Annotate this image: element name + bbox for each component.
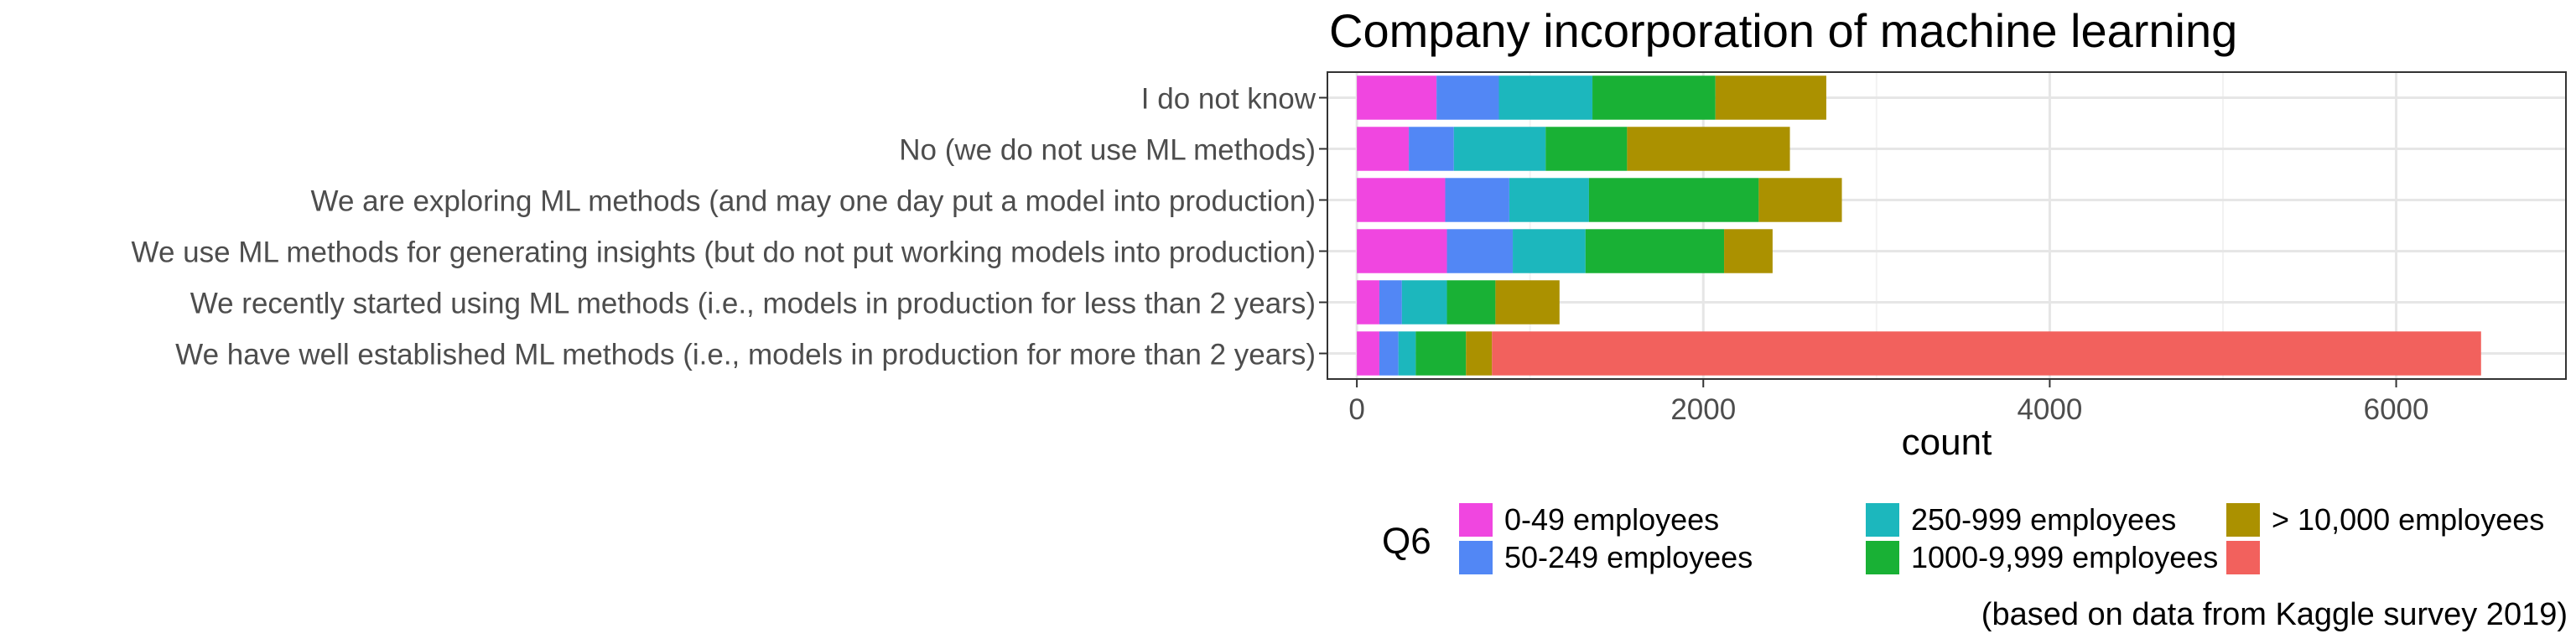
y-tick-label: We are exploring ML methods (and may one… bbox=[311, 185, 1316, 218]
bar-segment bbox=[1446, 229, 1514, 273]
y-axis-labels: I do not know No (we do not use ML method… bbox=[132, 83, 1327, 371]
legend-swatch bbox=[1459, 541, 1493, 574]
x-tick-label: 4000 bbox=[2017, 393, 2082, 426]
bar-segment bbox=[1415, 331, 1467, 376]
bar-segment bbox=[1357, 280, 1379, 325]
legend-label: > 10,000 employees bbox=[2272, 502, 2544, 537]
bar-segment bbox=[1401, 280, 1447, 325]
bar-segment bbox=[1357, 178, 1446, 222]
bar-segment bbox=[1513, 229, 1586, 273]
bar-segment bbox=[1379, 331, 1399, 376]
bar-segment bbox=[1498, 75, 1593, 120]
bar-segment bbox=[1466, 331, 1493, 376]
y-tick-label: No (we do not use ML methods) bbox=[899, 134, 1316, 167]
bar-segment bbox=[1357, 229, 1447, 273]
y-tick-label: We have well established ML methods (i.e… bbox=[175, 339, 1316, 371]
bar-segment bbox=[1724, 229, 1773, 273]
legend-swatch bbox=[1459, 503, 1493, 537]
legend-swatch bbox=[2226, 541, 2260, 574]
bar-segment bbox=[1398, 331, 1416, 376]
bar-segment bbox=[1446, 280, 1496, 325]
bar-segment bbox=[1357, 75, 1437, 120]
bar-segment bbox=[1357, 331, 1379, 376]
bar-segment bbox=[1409, 127, 1454, 171]
bar-segment bbox=[1436, 75, 1499, 120]
x-axis-labels: 0 2000 4000 6000 bbox=[1348, 379, 2428, 426]
legend-swatch bbox=[2226, 503, 2260, 537]
bar-segment bbox=[1453, 127, 1546, 171]
bar-segment bbox=[1715, 75, 1826, 120]
bar-segment bbox=[1545, 127, 1628, 171]
bar-segment bbox=[1492, 331, 2481, 376]
chart-title: Company incorporation of machine learnin… bbox=[1329, 4, 2238, 57]
legend-swatch bbox=[1866, 503, 1899, 537]
y-tick-label: I do not know bbox=[1141, 83, 1317, 116]
bar-segment bbox=[1379, 280, 1402, 325]
bar-segment bbox=[1495, 280, 1560, 325]
legend-title: Q6 bbox=[1382, 521, 1431, 562]
bar-segment bbox=[1627, 127, 1790, 171]
bar-layer bbox=[1357, 75, 2481, 376]
bar-segment bbox=[1758, 178, 1842, 222]
x-axis-title: count bbox=[1902, 422, 1992, 463]
bar-segment bbox=[1509, 178, 1589, 222]
legend-label: 1000-9,999 employees bbox=[1911, 540, 2218, 574]
x-tick-label: 0 bbox=[1348, 393, 1364, 426]
bar-segment bbox=[1357, 127, 1410, 171]
y-tick-label: We use ML methods for generating insight… bbox=[132, 236, 1316, 269]
chart-caption: (based on data from Kaggle survey 2019) bbox=[1981, 597, 2568, 632]
x-tick-label: 2000 bbox=[1670, 393, 1736, 426]
bar-segment bbox=[1585, 229, 1725, 273]
legend-label: 0-49 employees bbox=[1504, 502, 1719, 537]
plot-panel-border bbox=[1327, 71, 2567, 380]
legend-swatch bbox=[1866, 541, 1899, 574]
bar-segment bbox=[1445, 178, 1509, 222]
bar-segment bbox=[1592, 75, 1716, 120]
y-tick-label: We recently started using ML methods (i.… bbox=[190, 288, 1316, 320]
legend-label: 250-999 employees bbox=[1911, 502, 2176, 537]
bar-segment bbox=[1588, 178, 1759, 222]
x-tick-label: 6000 bbox=[2364, 393, 2429, 426]
legend-label: 50-249 employees bbox=[1504, 540, 1753, 574]
